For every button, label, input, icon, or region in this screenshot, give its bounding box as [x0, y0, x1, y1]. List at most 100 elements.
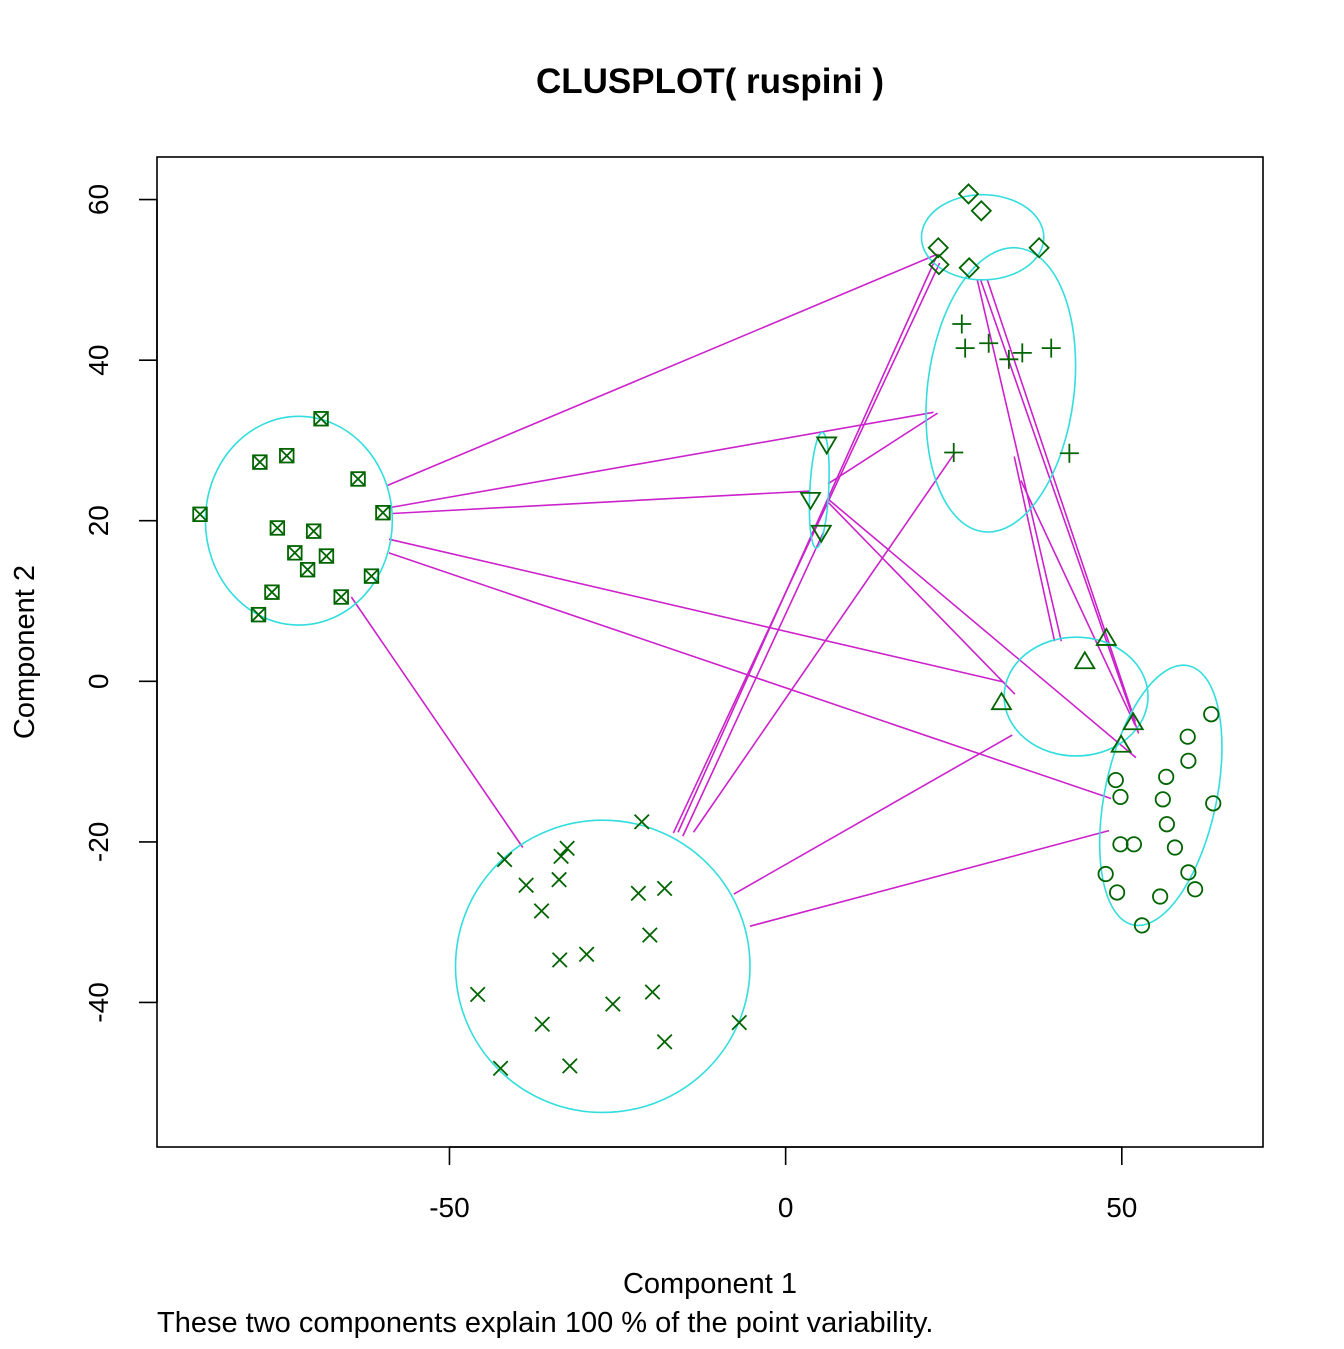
- circle-marker: [1179, 728, 1196, 745]
- cluster-5-ellipse: [920, 193, 1045, 281]
- y-tick-label: 40: [83, 345, 114, 376]
- x-marker: [553, 848, 569, 865]
- cluster-7-point: [1166, 839, 1184, 856]
- circle-marker: [1097, 865, 1114, 883]
- box-marker: [299, 562, 316, 578]
- box-marker: [313, 411, 329, 427]
- box-marker: [279, 447, 295, 464]
- circle-marker: [1107, 771, 1124, 789]
- box-cross-marker: [251, 607, 266, 623]
- y-axis-title: Component 2: [9, 565, 41, 739]
- plot-marks: [192, 183, 1223, 1114]
- cluster-6-point: [1073, 650, 1096, 670]
- cluster-distance-line: [827, 412, 939, 485]
- diamond-marker: [927, 236, 950, 259]
- x-marker: [731, 1014, 748, 1031]
- cluster-7-point: [1180, 864, 1197, 881]
- box-marker: [287, 545, 303, 561]
- cluster-2-point: [605, 996, 621, 1012]
- cluster-2-point: [630, 885, 647, 902]
- cluster-1-point: [333, 589, 349, 605]
- cluster-7-point: [1097, 865, 1114, 883]
- x-marker: [633, 813, 650, 830]
- circle-marker: [1205, 795, 1222, 812]
- x-marker: [551, 871, 567, 888]
- circle-marker: [1154, 791, 1171, 808]
- cluster-4-point: [952, 314, 972, 334]
- box-cross-marker: [350, 471, 366, 487]
- triangle-marker: [990, 691, 1013, 711]
- triangle-down-marker: [810, 524, 833, 544]
- cluster-4-ellipse: [925, 246, 1077, 533]
- x-marker: [578, 946, 595, 963]
- cluster-4-point: [979, 333, 999, 353]
- cluster-4-point: [1012, 343, 1032, 363]
- box-marker: [250, 606, 267, 623]
- box-cross-marker: [318, 548, 334, 564]
- cluster-7-point: [1158, 816, 1175, 833]
- cluster-2-point: [644, 984, 661, 1000]
- cluster-7-point: [1154, 791, 1171, 808]
- y-tick-label: 60: [83, 184, 114, 215]
- cluster-distance-line: [733, 734, 1013, 895]
- box-marker: [192, 506, 208, 522]
- cluster-7-point: [1109, 884, 1126, 901]
- cluster-1-point: [313, 411, 329, 427]
- cluster-6-point: [1110, 733, 1133, 753]
- diamond-marker: [957, 183, 980, 205]
- cluster-1-point: [250, 606, 267, 623]
- plus-marker: [1041, 338, 1061, 358]
- cluster-1-point: [363, 568, 380, 584]
- cluster-2-point: [633, 813, 650, 830]
- cluster-5-point: [958, 257, 980, 279]
- diamond-marker: [928, 253, 950, 276]
- cluster-2-point: [731, 1014, 748, 1031]
- cluster-7-point: [1158, 768, 1175, 785]
- cluster-3-point: [799, 491, 822, 511]
- circle-marker: [1152, 888, 1169, 905]
- cluster-7-point: [1186, 881, 1204, 898]
- cluster-2-point: [534, 1016, 551, 1032]
- cluster-distance-line: [692, 452, 956, 833]
- cluster-2-point: [492, 1060, 509, 1077]
- cluster-distance-line: [827, 498, 1137, 759]
- cluster-distance-line: [976, 279, 1063, 642]
- x-marker: [534, 1016, 551, 1032]
- cluster-7-point: [1180, 752, 1197, 769]
- triangle-down-marker: [799, 491, 822, 511]
- cluster-distance-line: [682, 530, 825, 837]
- cluster-7-point: [1133, 917, 1151, 934]
- circle-marker: [1180, 864, 1197, 881]
- x-axis-title: Component 1: [623, 1268, 797, 1300]
- triangle-marker: [1095, 627, 1118, 646]
- cluster-4-point: [1059, 443, 1079, 463]
- cluster-7-point: [1203, 706, 1220, 723]
- box-cross-marker: [279, 448, 295, 464]
- cluster-7-point: [1125, 836, 1143, 853]
- plus-marker: [979, 333, 999, 353]
- cluster-distance-line: [677, 253, 939, 833]
- cluster-3-point: [810, 524, 833, 544]
- cluster-2-point: [656, 1033, 673, 1050]
- cluster-distance-line: [350, 596, 524, 848]
- box-marker: [269, 520, 286, 536]
- x-marker: [605, 996, 621, 1012]
- circle-marker: [1133, 917, 1151, 934]
- box-cross-marker: [333, 589, 349, 605]
- box-cross-marker: [313, 411, 329, 427]
- circle-marker: [1112, 836, 1129, 853]
- circle-marker: [1158, 768, 1175, 785]
- cluster-4-point: [1041, 338, 1061, 358]
- x-marker: [496, 851, 513, 868]
- x-marker: [551, 952, 568, 968]
- box-cross-marker: [306, 523, 322, 539]
- cluster-2-point: [656, 880, 673, 897]
- plus-marker: [955, 338, 975, 358]
- box-marker: [318, 548, 335, 564]
- cluster-distance-line: [986, 279, 1137, 722]
- x-marker: [656, 1033, 673, 1050]
- triangle-marker: [1110, 733, 1133, 753]
- box-cross-marker: [264, 584, 280, 600]
